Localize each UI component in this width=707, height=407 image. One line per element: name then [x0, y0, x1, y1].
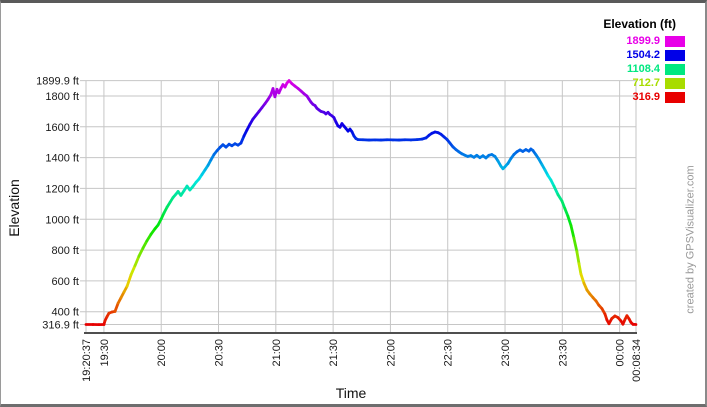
- legend-color-swatch: [665, 63, 685, 75]
- legend-entry: 316.9: [603, 90, 685, 104]
- x-tick-label: 20:30: [214, 339, 226, 367]
- legend-value: 712.7: [632, 76, 660, 89]
- x-tick-label: 19:20:37: [81, 339, 93, 382]
- legend-color-swatch: [665, 77, 685, 89]
- x-tick-label: 23:00: [500, 339, 512, 367]
- legend-color-swatch: [665, 49, 685, 61]
- y-tick-label: 600 ft: [51, 276, 79, 288]
- legend-entry: 1108.4: [603, 62, 685, 76]
- y-axis-title: Elevation: [6, 179, 22, 237]
- x-tick-label: 22:00: [385, 339, 397, 367]
- y-tick-label: 1600 ft: [45, 122, 79, 134]
- x-tick-label: 23:30: [557, 339, 569, 367]
- y-tick-label: 1800 ft: [45, 91, 79, 103]
- legend: Elevation (ft) 1899.9 1504.2 1108.4 712.7 31…: [603, 17, 685, 104]
- legend-color-swatch: [665, 35, 685, 47]
- y-tick-label: 400 ft: [51, 307, 79, 319]
- legend-value: 316.9: [632, 90, 660, 103]
- elevation-line-segment: [133, 254, 141, 267]
- y-tick-label: 1000 ft: [45, 214, 79, 226]
- x-tick-label: 20:00: [156, 339, 168, 367]
- y-tick-label: 1200 ft: [45, 183, 79, 195]
- y-tick-label: 1899.9 ft: [36, 76, 79, 88]
- legend-color-swatch: [665, 91, 685, 103]
- x-tick-label: 22:30: [443, 339, 455, 367]
- elevation-line-segment: [575, 250, 581, 266]
- elevation-line-segment: [572, 236, 579, 254]
- x-tick-label: 21:00: [271, 339, 283, 367]
- x-tick-label: 00:00: [615, 339, 627, 367]
- y-tick-label: 1400 ft: [45, 153, 79, 165]
- elevation-line-segment: [125, 273, 133, 288]
- legend-entry: 712.7: [603, 76, 685, 90]
- legend-value: 1108.4: [626, 62, 660, 75]
- y-tick-label: 316.9 ft: [42, 320, 79, 332]
- x-tick-label: 19:30: [99, 339, 111, 367]
- legend-entry: 1504.2: [603, 48, 685, 62]
- x-tick-label: 00:08:34: [631, 339, 643, 382]
- elevation-line-segment: [566, 214, 573, 227]
- legend-rows: 1899.9 1504.2 1108.4 712.7 316.9: [603, 34, 685, 104]
- watermark-credit: created by GPSVisualizer.com: [684, 165, 697, 314]
- elevation-line-segment: [579, 272, 586, 285]
- elevation-line-segment: [552, 184, 560, 196]
- elevation-line-segment: [569, 224, 576, 240]
- elevation-line-segment: [141, 239, 149, 250]
- elevation-line-segment: [137, 246, 145, 258]
- elevation-line-segment: [113, 301, 120, 313]
- y-tick-label: 800 ft: [51, 245, 79, 257]
- legend-value: 1899.9: [626, 34, 660, 47]
- legend-title: Elevation (ft): [603, 17, 676, 31]
- x-tick-label: 21:30: [328, 339, 340, 367]
- legend-value: 1504.2: [626, 48, 660, 61]
- chart-canvas: 1899.9 ft 1800 ft 1600 ft 1400 ft 1200 ft 100…: [36, 76, 643, 382]
- elevation-line-segment: [129, 264, 137, 277]
- legend-entry: 1899.9: [603, 34, 685, 48]
- elevation-line-segment: [577, 262, 583, 276]
- x-axis-title: Time: [335, 385, 367, 401]
